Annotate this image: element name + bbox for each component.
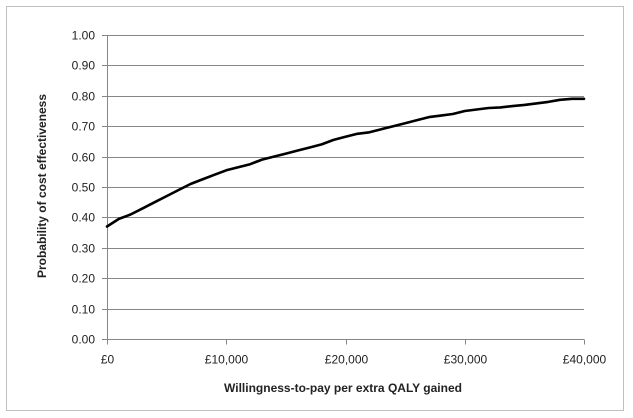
- y-tick-label: 0.90: [72, 59, 96, 73]
- gridlines: [107, 35, 584, 310]
- x-tick-label: £0: [101, 353, 115, 367]
- series-layer: [105, 97, 586, 228]
- x-axis-title: Willingness-to-pay per extra QALY gained: [224, 381, 462, 395]
- y-axis-title: Probability of cost effectiveness: [35, 94, 49, 278]
- y-tick-label: 0.00: [72, 333, 96, 347]
- y-tick-label: 0.30: [72, 242, 96, 256]
- y-tick-label: 1.00: [72, 29, 96, 43]
- chart-frame: [6, 6, 624, 411]
- y-tick-label: 0.80: [72, 90, 96, 104]
- x-tick-label: £10,000: [205, 353, 249, 367]
- axes: [102, 35, 585, 345]
- x-tick-label: £30,000: [444, 353, 488, 367]
- x-tick-label: £40,000: [563, 353, 607, 367]
- series-line-0: [105, 97, 586, 228]
- y-tick-label: 0.60: [72, 151, 96, 165]
- y-tick-label: 0.50: [72, 181, 96, 195]
- y-axis-tick-labels: 0.00 0.10 0.20 0.30 0.40 0.50 0.60 0.70 0.80 0.90…: [72, 29, 96, 347]
- y-tick-label: 0.10: [72, 303, 96, 317]
- y-tick-label: 0.20: [72, 272, 96, 286]
- y-tick-label: 0.70: [72, 120, 96, 134]
- x-axis-tick-labels: £0 £10,000 £20,000 £30,000 £40,000: [101, 353, 607, 367]
- x-tick-label: £20,000: [325, 353, 369, 367]
- y-tick-label: 0.40: [72, 211, 96, 225]
